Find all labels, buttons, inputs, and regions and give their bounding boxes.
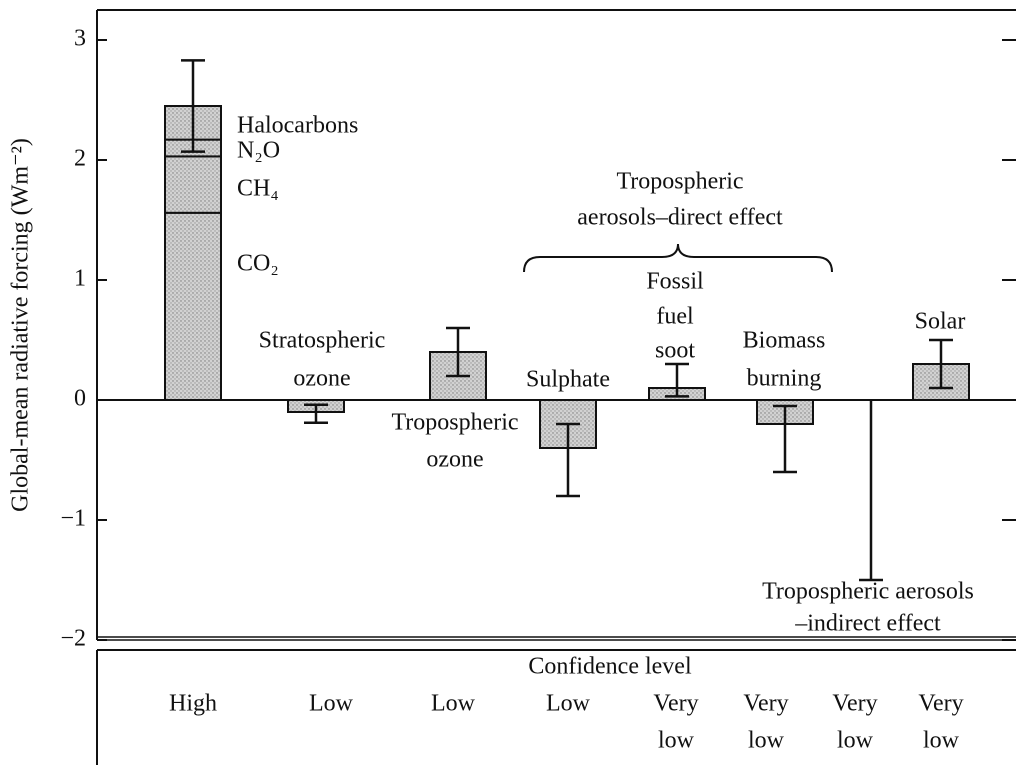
segment-label: N₂O: [237, 138, 280, 164]
bar-label: soot: [655, 338, 695, 364]
confidence-label: Low: [431, 691, 476, 717]
confidence-label: low: [837, 728, 874, 754]
confidence-label: Very: [743, 691, 788, 717]
y-tick-label: −2: [60, 626, 86, 652]
segment-label: CO₂: [237, 251, 279, 277]
segment-label: CH₄: [237, 176, 279, 202]
confidence-label: low: [748, 728, 785, 754]
confidence-label: Very: [918, 691, 963, 717]
bar-label: Tropospheric aerosols: [762, 579, 974, 605]
y-axis-label: Global-mean radiative forcing (Wm⁻²): [8, 138, 34, 512]
confidence-label: Very: [653, 691, 698, 717]
bar-label: –indirect effect: [794, 611, 941, 637]
y-tick-label: 2: [74, 146, 86, 172]
confidence-label: Low: [309, 691, 354, 717]
bar-label: Stratospheric: [259, 328, 386, 354]
annotation: aerosols–direct effect: [577, 205, 783, 231]
confidence-label: low: [658, 728, 695, 754]
bar-label: ozone: [426, 447, 483, 473]
annotation: Tropospheric: [616, 169, 743, 195]
bar-label: Solar: [915, 309, 966, 335]
bar-label: fuel: [656, 304, 694, 330]
segment-label: Halocarbons: [237, 113, 358, 139]
confidence-label: High: [169, 691, 217, 717]
bar-label: ozone: [293, 366, 350, 392]
bar-label: burning: [747, 366, 822, 392]
bar-label: Fossil: [646, 269, 704, 295]
confidence-title: Confidence level: [528, 654, 692, 680]
y-tick-label: −1: [60, 506, 86, 532]
bar-label: Sulphate: [526, 367, 610, 393]
confidence-label: low: [923, 728, 960, 754]
y-tick-label: 1: [74, 266, 86, 292]
bar-label: Biomass: [743, 328, 826, 354]
y-tick-label: 0: [74, 386, 86, 412]
bar-label: Tropospheric: [391, 410, 518, 436]
brace: [523, 243, 833, 273]
y-tick-label: 3: [74, 26, 86, 52]
confidence-label: Very: [832, 691, 877, 717]
bar-segment: [164, 211, 222, 401]
bar-segment: [164, 155, 222, 214]
confidence-label: Low: [546, 691, 591, 717]
